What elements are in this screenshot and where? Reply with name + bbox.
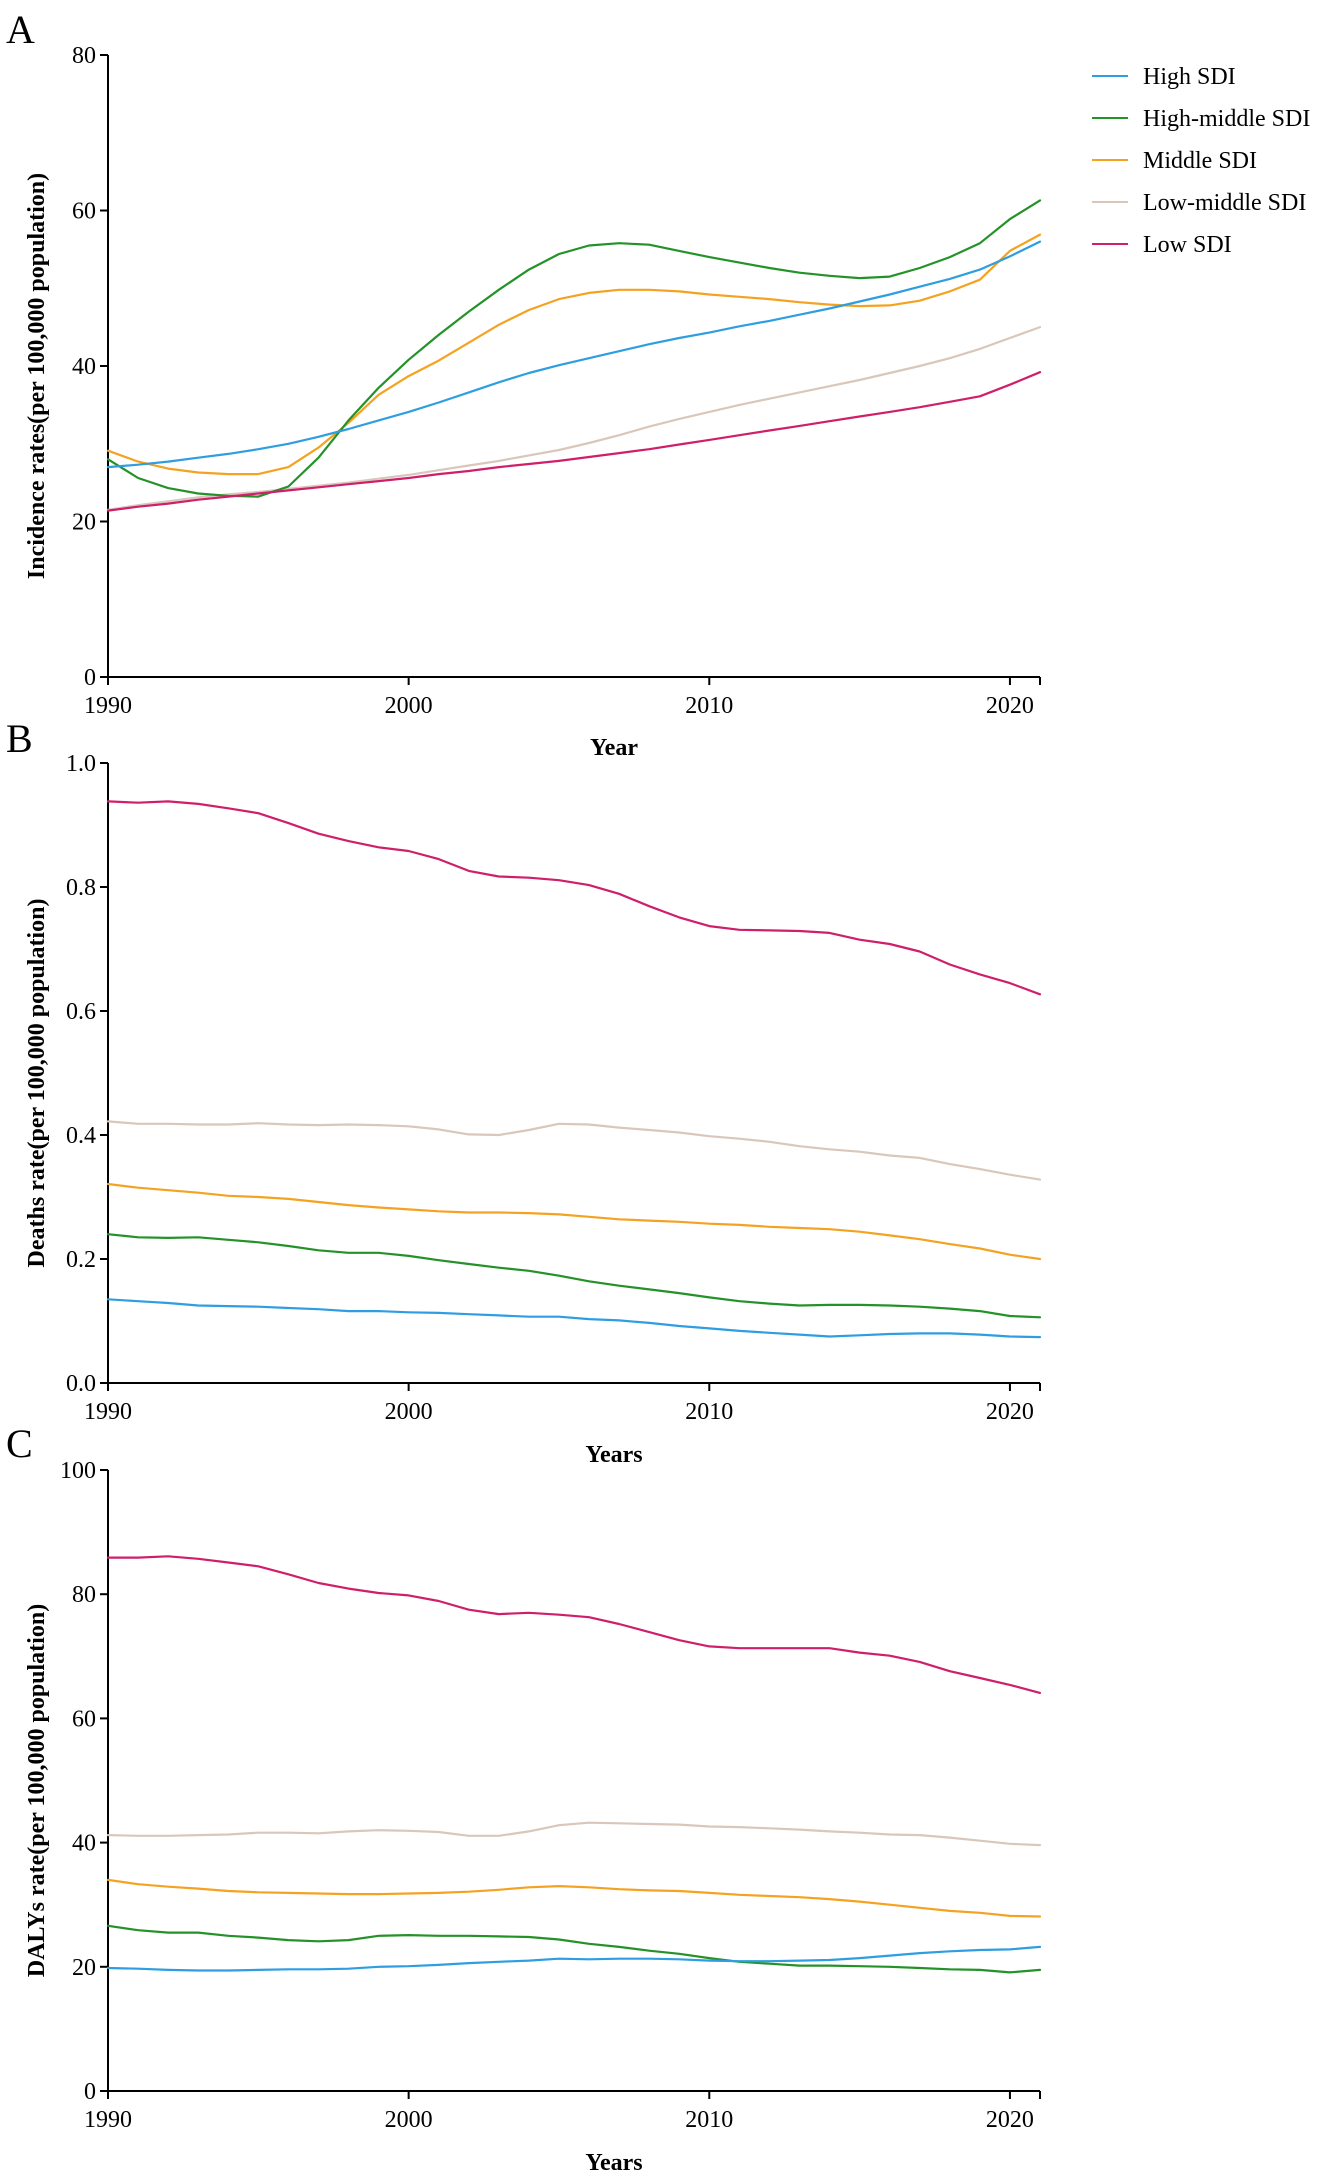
panel-b-y-tick-label: 0.6 (66, 999, 96, 1025)
panel-b-x-tick-label: 1990 (84, 1399, 132, 1425)
panel-c-y-tick-label: 100 (60, 1458, 96, 1484)
panel-a-x-axis-title: Year (590, 735, 638, 761)
panel-a-series-high-middle-sdi (106, 199, 1042, 498)
panel-b-x-tick-label: 2020 (986, 1399, 1034, 1425)
panel-letter-a: A (6, 7, 35, 52)
legend-label-high-sdi: High SDI (1143, 64, 1236, 90)
panel-a-y-tick-label: 80 (72, 43, 96, 69)
panel-c-series-high-middle-sdi (106, 1924, 1042, 1974)
panel-c-x-tick-label: 1990 (84, 2107, 132, 2133)
panel-c-y-tick-label: 80 (72, 1582, 96, 1608)
legend-label-low-middle-sdi: Low-middle SDI (1143, 190, 1306, 216)
panel-b-y-tick-label: 0.4 (66, 1123, 96, 1149)
panel-c-series-high-sdi (106, 1945, 1042, 1972)
panel-c-series-middle-sdi (106, 1878, 1042, 1918)
panel-b-series-high-sdi (106, 1298, 1042, 1339)
panel-b-y-axis-title: Deaths rate(per 100,000 population) (24, 899, 50, 1268)
panel-b-y-tick-label: 1.0 (66, 751, 96, 777)
panel-c-chart: 0 20 40 60 80 100 1990 2000 2010 2020 Years DALYs r… (24, 1458, 1042, 2176)
panel-a-y-tick-label: 60 (72, 199, 96, 225)
panel-a-series-low-sdi (106, 371, 1042, 512)
panel-c-x-axis-title: Years (585, 2150, 642, 2176)
panel-a-chart: 0 20 40 60 80 1990 2000 2010 2020 Year Incidence r… (24, 43, 1042, 761)
panel-a-x-tick-label: 2020 (986, 693, 1034, 719)
panel-b-series-low-middle-sdi (106, 1120, 1042, 1181)
panel-a-y-tick-label: 0 (84, 665, 96, 691)
panel-c-x-tick-label: 2020 (986, 2107, 1034, 2133)
panel-c-y-tick-label: 20 (72, 1955, 96, 1981)
panel-a-x-tick-label: 2010 (685, 693, 733, 719)
panel-letter-c: C (6, 1421, 33, 1466)
legend-label-low-sdi: Low SDI (1143, 232, 1232, 258)
legend-label-middle-sdi: Middle SDI (1143, 148, 1257, 174)
panel-c-series-low-sdi (106, 1555, 1042, 1695)
panel-c-x-tick-label: 2010 (685, 2107, 733, 2133)
panel-a-series-high-sdi (106, 240, 1042, 469)
panel-c-series-low-middle-sdi (106, 1821, 1042, 1847)
legend: High SDI High-middle SDI Middle SDI Low-… (1092, 64, 1310, 258)
panel-b-x-tick-label: 2010 (685, 1399, 733, 1425)
panel-letter-b: B (6, 716, 33, 761)
panel-b-chart: 0.0 0.2 0.4 0.6 0.8 1.0 1990 2000 2010 2020 Years D… (24, 751, 1042, 1468)
panel-a-y-axis-title: Incidence rates(per 100,000 population) (24, 173, 50, 579)
panel-a-y-tick-label: 40 (72, 354, 96, 380)
panel-c-y-axis-title: DALYs rate(per 100,000 population) (24, 1604, 50, 1977)
panel-a-series-low-middle-sdi (106, 326, 1042, 511)
panel-a-x-tick-label: 2000 (385, 693, 433, 719)
panel-c-y-tick-label: 60 (72, 1706, 96, 1732)
panel-a-x-tick-label: 1990 (84, 693, 132, 719)
panel-b-series-low-sdi (106, 800, 1042, 996)
panel-b-y-tick-label: 0.8 (66, 875, 96, 901)
panel-a-series-middle-sdi (106, 233, 1042, 476)
panel-b-x-axis-title: Years (585, 1442, 642, 1468)
panel-b-x-tick-label: 2000 (385, 1399, 433, 1425)
panel-b-y-tick-label: 0.0 (66, 1371, 96, 1397)
legend-label-high-middle-sdi: High-middle SDI (1143, 106, 1310, 132)
panel-b-series-high-middle-sdi (106, 1233, 1042, 1319)
panel-b-series-middle-sdi (106, 1182, 1042, 1261)
panel-a-y-tick-label: 20 (72, 510, 96, 536)
panel-c-y-tick-label: 0 (84, 2079, 96, 2105)
panel-c-x-tick-label: 2000 (385, 2107, 433, 2133)
panel-c-y-tick-label: 40 (72, 1831, 96, 1857)
panel-b-y-tick-label: 0.2 (66, 1247, 96, 1273)
